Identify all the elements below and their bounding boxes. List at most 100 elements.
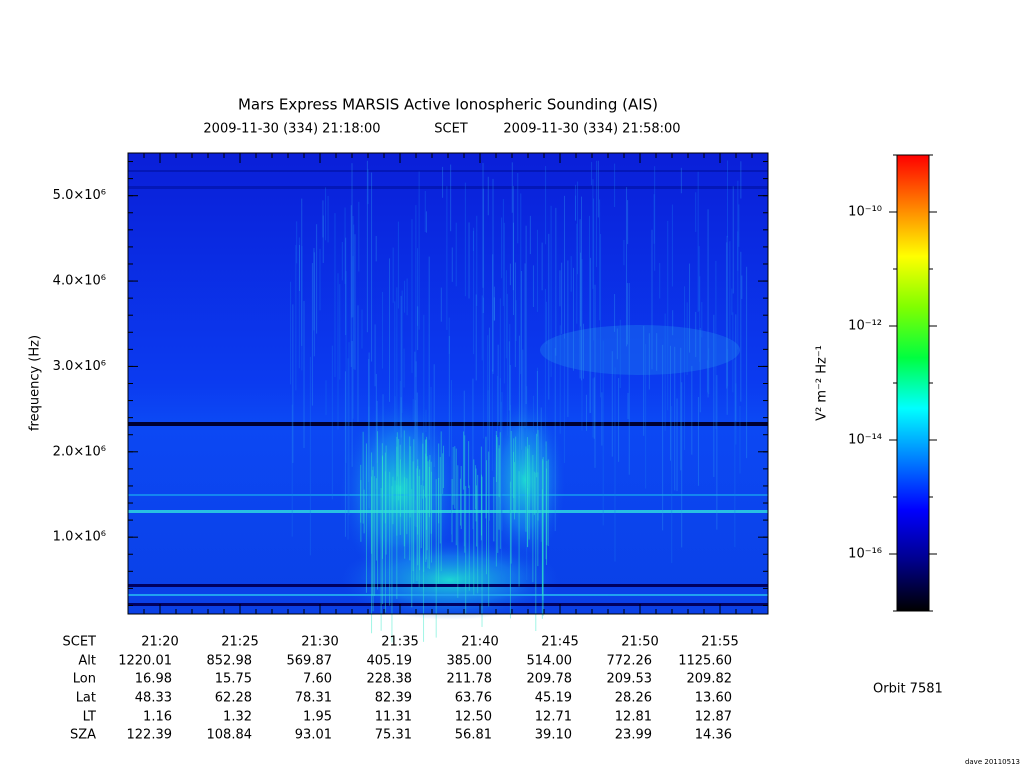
colorbar-label: V² m⁻² Hz⁻¹ xyxy=(815,345,830,421)
spectrogram-streak xyxy=(418,171,420,330)
spectrogram-streak xyxy=(708,348,710,395)
spectrogram-streak xyxy=(616,328,618,360)
spectrogram-streak xyxy=(428,466,430,518)
table-cell: 385.00 xyxy=(447,654,493,669)
y-tick-label: 3.0×10⁶ xyxy=(53,359,106,374)
table-cell: 209.53 xyxy=(607,672,653,687)
table-cell: 11.31 xyxy=(375,710,412,725)
spectrogram-streak xyxy=(423,489,425,642)
spectrogram-streak xyxy=(732,312,734,393)
spectrogram-streak xyxy=(430,386,432,515)
spectrogram-streak xyxy=(482,162,484,288)
spectrogram-streak xyxy=(475,294,477,381)
spectrogram-streak xyxy=(362,431,364,524)
spectrogram-streak xyxy=(614,163,616,208)
spectrogram-streak xyxy=(599,199,601,321)
spectrogram-streak xyxy=(377,431,379,590)
spectrogram-streak xyxy=(498,445,500,498)
spectrogram-streak xyxy=(290,281,292,385)
spectrogram-streak xyxy=(371,452,373,554)
spectrogram-streak xyxy=(734,359,736,548)
colorbar-tick-label: 10⁻¹⁴ xyxy=(848,433,882,448)
spectrogram-streak xyxy=(491,369,493,471)
spectrogram-streak xyxy=(541,242,543,291)
spectrogram-streak xyxy=(667,220,669,411)
spectrogram-streak xyxy=(550,205,552,377)
table-cell: 12.71 xyxy=(535,710,572,725)
spectrogram-streak xyxy=(371,476,373,634)
spectrogram-streak xyxy=(532,395,534,432)
spectrogram-band xyxy=(128,510,768,513)
spectrogram-streak xyxy=(440,431,442,572)
spectrogram-streak xyxy=(546,461,548,546)
spectrogram-streak xyxy=(487,335,489,494)
spectrogram-streak xyxy=(509,364,511,488)
spectrogram-streak xyxy=(716,375,718,530)
spectrogram-streak xyxy=(409,436,411,561)
spectrogram-streak xyxy=(380,488,382,631)
spectrogram-streak xyxy=(392,247,394,303)
spectrogram-streak xyxy=(627,200,629,245)
spectrogram-streak xyxy=(460,465,462,530)
spectrogram-streak xyxy=(525,446,527,532)
spectrogram-streak xyxy=(547,459,549,547)
spectrogram-streak xyxy=(699,276,701,362)
spectrogram-streak xyxy=(498,448,500,530)
time-label: 21:20 xyxy=(141,635,178,650)
spectrogram-streak xyxy=(618,378,620,462)
table-cell: 16.98 xyxy=(135,672,172,687)
spectrogram-streak xyxy=(409,446,411,518)
spectrogram-streak xyxy=(680,347,682,471)
spectrogram-streak xyxy=(671,204,673,287)
spectrogram-streak xyxy=(648,333,650,390)
spectrogram-streak xyxy=(391,486,393,643)
spectrogram-streak xyxy=(363,489,365,534)
spectrogram-streak xyxy=(480,474,482,536)
spectrogram-streak xyxy=(514,262,516,368)
spectrogram-streak xyxy=(545,166,547,245)
spectrogram-band xyxy=(128,603,768,606)
spectrogram-streak xyxy=(382,394,384,521)
spectrogram-streak xyxy=(563,195,565,339)
spectrogram-streak xyxy=(592,378,594,438)
spectrogram-streak xyxy=(426,436,428,530)
spectrogram-streak xyxy=(653,194,655,244)
time-label: 21:50 xyxy=(621,635,658,650)
spectrogram-streak xyxy=(508,341,510,411)
spectrogram-streak xyxy=(527,488,529,547)
spectrogram xyxy=(128,153,768,643)
spectrogram-streak xyxy=(511,162,513,213)
spectrogram-streak xyxy=(614,367,616,562)
spectrogram-streak xyxy=(446,186,448,330)
spectrogram-streak xyxy=(645,344,647,489)
spectrogram-streak xyxy=(482,188,484,313)
spectrogram-streak xyxy=(399,444,401,535)
spectrogram-streak xyxy=(527,448,529,497)
spectrogram-streak xyxy=(555,207,557,356)
spectrogram-streak xyxy=(585,394,587,431)
spectrogram-streak xyxy=(545,301,547,345)
spectrogram-streak xyxy=(600,233,602,398)
spectrogram-streak xyxy=(522,349,524,475)
spectrogram-streak xyxy=(488,327,490,521)
spectrogram-streak xyxy=(672,310,674,336)
spectrogram-streak xyxy=(611,351,613,457)
spectrogram-streak xyxy=(425,409,427,433)
spectrogram-streak xyxy=(375,373,377,489)
spectrogram-streak xyxy=(452,446,454,505)
spectrogram-streak xyxy=(422,432,424,481)
table-cell: 93.01 xyxy=(295,728,332,743)
spectrogram-streak xyxy=(509,481,511,619)
table-cell: 1.95 xyxy=(303,710,332,725)
spectrogram-streak xyxy=(739,405,741,474)
spectrogram-streak xyxy=(681,382,683,548)
spectrogram-streak xyxy=(399,381,401,486)
spectrogram-streak xyxy=(425,439,427,560)
spectrogram-streak xyxy=(420,484,422,549)
spectrogram-streak xyxy=(576,223,578,324)
spectrogram-streak xyxy=(581,196,583,381)
spectrogram-streak xyxy=(513,222,515,316)
table-cell: 45.19 xyxy=(535,691,572,706)
spectrogram-streak xyxy=(322,200,324,238)
spectrogram-streak xyxy=(492,254,494,372)
